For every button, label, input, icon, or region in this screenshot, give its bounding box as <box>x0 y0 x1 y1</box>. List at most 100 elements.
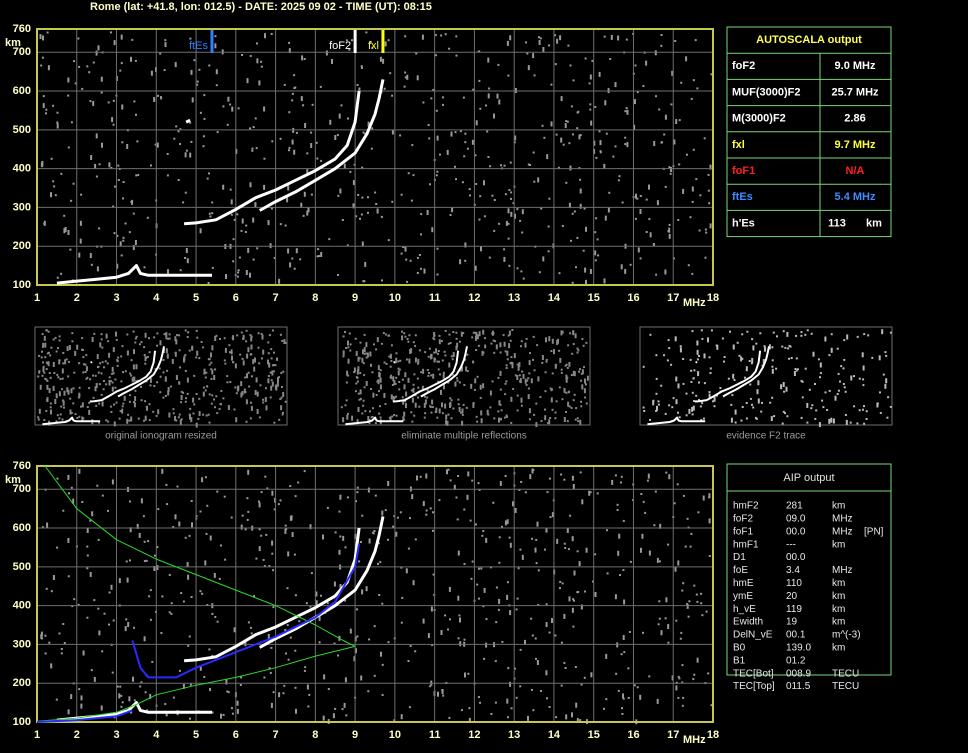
noise-dot <box>271 490 274 496</box>
noise-dot <box>289 636 292 639</box>
noise-dot <box>39 34 42 40</box>
noise-dot <box>78 362 81 365</box>
noise-dot <box>360 67 363 69</box>
noise-dot <box>188 413 191 416</box>
noise-dot <box>45 108 48 111</box>
noise-dot <box>576 591 579 594</box>
noise-dot <box>251 149 254 152</box>
noise-dot <box>494 701 497 704</box>
noise-dot <box>819 376 821 379</box>
noise-dot <box>432 529 434 532</box>
noise-dot <box>385 362 388 365</box>
noise-dot <box>836 347 839 350</box>
noise-dot <box>328 238 331 241</box>
noise-dot <box>48 372 51 374</box>
noise-dot <box>814 417 817 420</box>
noise-dot <box>78 688 81 691</box>
noise-dot <box>594 250 597 256</box>
x-axis-label: MHz <box>683 734 706 746</box>
x-tick-label: 6 <box>233 292 239 304</box>
noise-dot <box>240 676 243 679</box>
noise-dot <box>431 399 434 405</box>
noise-dot <box>262 558 265 561</box>
noise-dot <box>509 339 512 342</box>
noise-dot <box>184 400 187 403</box>
noise-dot <box>800 331 803 334</box>
noise-dot <box>92 100 95 106</box>
noise-dot <box>389 353 392 359</box>
noise-dot <box>410 199 413 202</box>
noise-dot <box>363 280 366 283</box>
noise-dot <box>46 352 49 355</box>
thumbnail-caption: original ionogram resized <box>105 431 217 442</box>
noise-dot <box>454 165 456 168</box>
noise-dot <box>108 591 111 594</box>
noise-dot <box>539 396 542 399</box>
noise-dot <box>146 216 149 219</box>
noise-dot <box>516 267 519 270</box>
aip-cell: 008.9 <box>786 668 811 679</box>
noise-dot <box>554 363 557 369</box>
noise-dot <box>281 339 284 342</box>
noise-dot <box>517 567 520 570</box>
noise-dot <box>433 357 436 363</box>
noise-dot <box>193 403 196 406</box>
noise-dot <box>524 639 526 645</box>
noise-dot <box>751 403 753 406</box>
noise-dot <box>177 179 180 181</box>
noise-dot <box>554 34 557 37</box>
noise-dot <box>655 95 657 98</box>
noise-dot <box>211 612 214 615</box>
noise-dot <box>71 332 74 335</box>
noise-dot <box>716 344 719 350</box>
noise-dot <box>374 191 377 194</box>
noise-dot <box>657 623 660 626</box>
noise-dot <box>701 337 704 340</box>
noise-dot <box>441 412 444 415</box>
noise-dot <box>499 342 502 348</box>
noise-dot <box>229 103 232 106</box>
noise-dot <box>692 405 695 411</box>
noise-dot <box>46 379 49 382</box>
noise-dot <box>499 481 502 486</box>
noise-dot <box>273 351 275 354</box>
noise-dot <box>163 69 166 72</box>
noise-dot <box>771 346 774 349</box>
noise-dot <box>581 369 584 375</box>
noise-dot <box>387 39 390 42</box>
noise-dot <box>524 378 527 384</box>
noise-dot <box>329 119 332 125</box>
noise-dot <box>521 370 524 373</box>
noise-dot <box>472 88 475 91</box>
noise-dot <box>56 414 59 417</box>
noise-dot <box>121 345 124 348</box>
noise-dot <box>208 212 211 215</box>
noise-dot <box>796 368 799 371</box>
noise-dot <box>211 266 214 269</box>
noise-dot <box>521 231 524 234</box>
noise-dot <box>361 241 364 247</box>
noise-dot <box>470 577 473 580</box>
noise-dot <box>395 376 398 379</box>
noise-dot <box>697 511 700 514</box>
x-tick-label: 18 <box>707 292 719 304</box>
aip-cell: 011.5 <box>786 681 811 692</box>
noise-dot <box>55 420 58 423</box>
noise-dot <box>143 346 146 349</box>
noise-dot <box>437 691 439 697</box>
noise-dot <box>435 174 438 177</box>
noise-dot <box>658 560 661 563</box>
noise-dot <box>551 372 554 375</box>
noise-dot <box>442 103 444 106</box>
noise-dot <box>572 399 575 402</box>
noise-dot <box>680 631 683 634</box>
y-tick-label: 500 <box>13 124 31 136</box>
noise-dot <box>93 599 96 602</box>
noise-dot <box>380 215 383 218</box>
noise-dot <box>100 705 103 711</box>
noise-dot <box>287 551 290 557</box>
noise-dot <box>156 344 159 347</box>
noise-dot <box>86 554 89 557</box>
noise-dot <box>98 227 101 230</box>
noise-dot <box>691 186 694 192</box>
